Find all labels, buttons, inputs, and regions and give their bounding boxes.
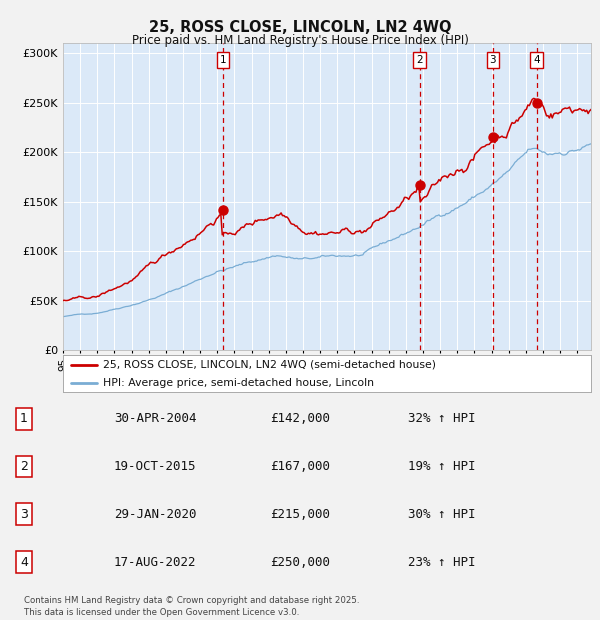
Text: 3: 3 [490,55,496,65]
Text: HPI: Average price, semi-detached house, Lincoln: HPI: Average price, semi-detached house,… [103,378,374,388]
Text: Contains HM Land Registry data © Crown copyright and database right 2025.
This d: Contains HM Land Registry data © Crown c… [24,596,359,617]
Text: 2: 2 [416,55,423,65]
Text: 30-APR-2004: 30-APR-2004 [114,412,197,425]
Text: 19% ↑ HPI: 19% ↑ HPI [408,460,476,473]
Text: £215,000: £215,000 [270,508,330,521]
Text: 23% ↑ HPI: 23% ↑ HPI [408,556,476,569]
Text: 1: 1 [20,412,28,425]
Text: 4: 4 [533,55,540,65]
Text: 2: 2 [20,460,28,473]
Text: 3: 3 [20,508,28,521]
Text: £167,000: £167,000 [270,460,330,473]
Text: 29-JAN-2020: 29-JAN-2020 [114,508,197,521]
Text: £250,000: £250,000 [270,556,330,569]
Text: £142,000: £142,000 [270,412,330,425]
Text: 25, ROSS CLOSE, LINCOLN, LN2 4WQ (semi-detached house): 25, ROSS CLOSE, LINCOLN, LN2 4WQ (semi-d… [103,360,436,370]
Text: 25, ROSS CLOSE, LINCOLN, LN2 4WQ: 25, ROSS CLOSE, LINCOLN, LN2 4WQ [149,20,451,35]
Text: 32% ↑ HPI: 32% ↑ HPI [408,412,476,425]
Text: 19-OCT-2015: 19-OCT-2015 [114,460,197,473]
Text: 17-AUG-2022: 17-AUG-2022 [114,556,197,569]
Text: Price paid vs. HM Land Registry's House Price Index (HPI): Price paid vs. HM Land Registry's House … [131,34,469,47]
Text: 4: 4 [20,556,28,569]
Text: 1: 1 [220,55,226,65]
Text: 30% ↑ HPI: 30% ↑ HPI [408,508,476,521]
